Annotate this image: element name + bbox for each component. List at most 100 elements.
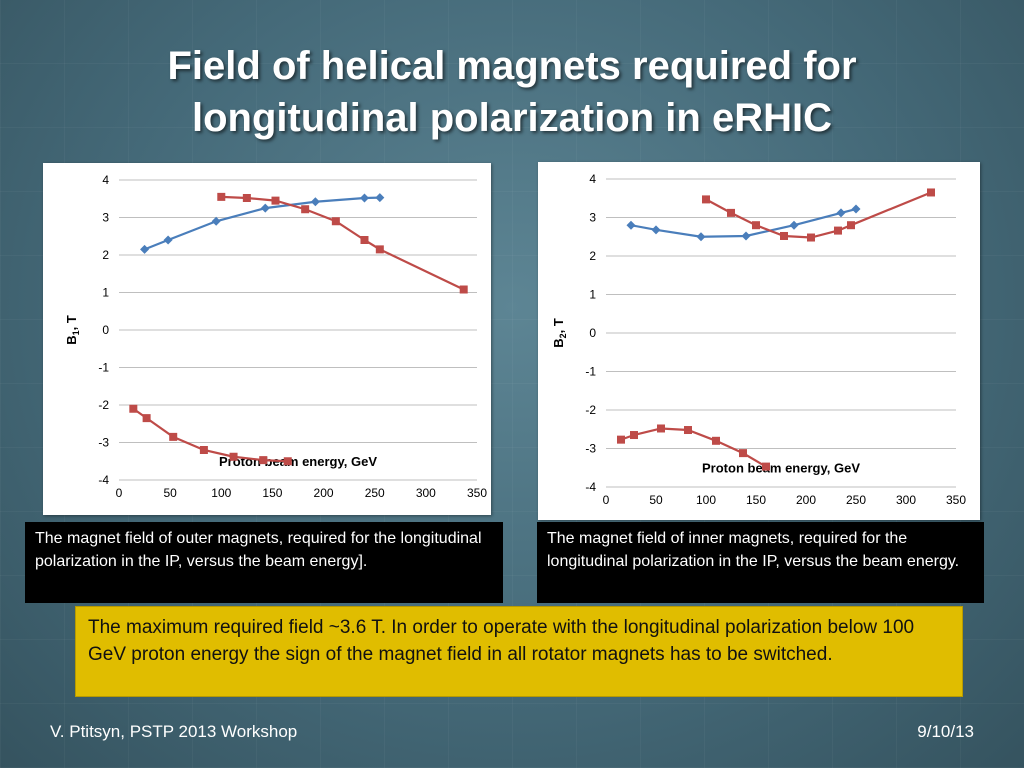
inner-magnet-caption: The magnet field of inner magnets, requi… <box>537 522 984 603</box>
outer-chart-ytick-label-3: 1 <box>102 286 109 300</box>
inner-chart-series-0-point-4 <box>789 220 799 230</box>
inner-chart-ytick-label-3: 1 <box>589 288 596 302</box>
inner-chart-series-1-point-7 <box>927 188 935 197</box>
title-line-1: Field of helical magnets required for <box>167 44 857 88</box>
inner-chart-series-1-point-3 <box>780 231 788 240</box>
inner-chart-ytick-label-7: -3 <box>585 442 596 456</box>
inner-chart-x-axis-label: Proton beam energy, GeV <box>702 460 860 475</box>
conclusion-note: The maximum required field ~3.6 T. In or… <box>75 606 963 697</box>
outer-chart-ytick-label-6: -2 <box>98 398 109 412</box>
outer-chart-series-1-point-7 <box>459 285 468 294</box>
outer-chart-series-2-point-1 <box>142 414 151 423</box>
title-line-2: longitudinal polarization in eRHIC <box>192 96 832 140</box>
inner-chart-series-2-point-4 <box>712 436 720 445</box>
inner-chart-y-axis-label-sub: 2 <box>558 333 568 338</box>
outer-chart-xtick-label-3: 150 <box>262 486 282 500</box>
inner-chart-series-1-point-4 <box>807 233 815 242</box>
outer-chart-xtick-label-7: 350 <box>467 486 487 500</box>
inner-chart-xtick-label-0: 0 <box>603 493 610 507</box>
outer-chart-series-2-point-0 <box>129 404 138 413</box>
outer-chart-y-axis-label-main: B <box>64 335 79 344</box>
inner-chart-ytick-label-2: 2 <box>589 249 596 263</box>
inner-chart-series-0-point-1 <box>651 225 661 235</box>
inner-magnet-chart: 4 3 2 1 0 -1 -2 -3 -4 0 50 100 150 200 250 300 350 Proton… <box>538 162 980 520</box>
inner-chart-series-1-point-5 <box>834 226 842 235</box>
inner-chart-series-2-point-3 <box>684 426 692 435</box>
outer-chart-xtick-label-1: 50 <box>163 486 177 500</box>
outer-chart-y-axis-label-suffix: , T <box>64 315 79 330</box>
inner-chart-ytick-label-6: -2 <box>585 403 596 417</box>
outer-chart-series-1-point-4 <box>331 217 340 226</box>
outer-chart-ytick-label-1: 3 <box>102 211 109 225</box>
inner-chart-y-axis-label: B2, T <box>551 318 568 348</box>
inner-chart-series-2-point-6 <box>762 462 770 471</box>
outer-chart-series-2-point-2 <box>169 432 178 441</box>
inner-chart-series-2-point-1 <box>630 431 638 440</box>
outer-chart-xtick-label-5: 250 <box>365 486 385 500</box>
outer-chart-series-2-point-6 <box>283 457 292 466</box>
inner-chart-series-1-line <box>705 191 932 239</box>
inner-chart-series-0-point-3 <box>741 231 751 241</box>
outer-chart-y-axis-label-sub: 1 <box>71 330 81 335</box>
outer-chart-ytick-label-8: -4 <box>98 473 109 487</box>
outer-chart-series-1-point-6 <box>375 245 384 254</box>
outer-chart-series-0-point-3 <box>260 203 270 213</box>
inner-chart-xtick-label-5: 250 <box>846 493 866 507</box>
inner-chart-series-2-point-2 <box>657 424 665 433</box>
outer-chart-x-axis-label: Proton beam energy, GeV <box>219 454 377 469</box>
inner-chart-y-axis-label-main: B <box>551 338 566 347</box>
outer-chart-xtick-label-4: 200 <box>314 486 334 500</box>
outer-chart-series-2-point-5 <box>259 456 268 465</box>
outer-chart-ytick-label-5: -1 <box>98 361 109 375</box>
outer-magnet-caption: The magnet field of outer magnets, requi… <box>25 522 503 603</box>
outer-chart-series-0-point-5 <box>359 193 369 203</box>
outer-chart-series-2-point-3 <box>199 446 208 454</box>
inner-chart-series-0-line <box>630 207 857 238</box>
inner-chart-ytick-label-0: 4 <box>589 172 596 186</box>
footer-author: V. Ptitsyn, PSTP 2013 Workshop <box>50 722 298 741</box>
outer-chart-series-0-point-1 <box>163 235 173 245</box>
inner-chart-series-2-point-0 <box>617 435 625 444</box>
outer-chart-series-1-point-3 <box>301 205 310 214</box>
outer-chart-xtick-label-2: 100 <box>211 486 231 500</box>
outer-chart-series-0-point-2 <box>211 216 221 226</box>
inner-chart-xtick-label-6: 300 <box>896 493 916 507</box>
inner-magnet-chart-svg: 4 3 2 1 0 -1 -2 -3 -4 0 50 100 150 200 250 300 350 Proton… <box>551 172 966 507</box>
inner-chart-series-0-point-5 <box>836 208 846 218</box>
inner-chart-series-1-point-1 <box>727 208 735 217</box>
inner-chart-series-1-point-0 <box>702 195 710 204</box>
inner-chart-xtick-label-2: 100 <box>696 493 716 507</box>
outer-chart-series-0-point-0 <box>140 244 150 254</box>
outer-chart-ytick-label-0: 4 <box>102 173 109 187</box>
outer-chart-series-0-point-6 <box>375 193 385 203</box>
footer-date: 9/10/13 <box>917 722 974 741</box>
outer-chart-series-1-point-5 <box>360 236 369 244</box>
outer-chart-series-2-point-4 <box>229 452 238 461</box>
inner-chart-series-1-point-6 <box>847 221 855 230</box>
outer-chart-series-1-point-1 <box>242 194 251 202</box>
outer-chart-ytick-label-4: 0 <box>102 323 109 337</box>
outer-chart-ytick-label-2: 2 <box>102 248 109 262</box>
inner-chart-ytick-label-1: 3 <box>589 211 596 225</box>
inner-chart-series-2-point-5 <box>739 449 747 458</box>
inner-chart-xtick-label-4: 200 <box>796 493 816 507</box>
outer-chart-series-1-point-0 <box>217 192 226 201</box>
outer-chart-y-axis-label: B1, T <box>64 315 81 345</box>
slide-title: Field of helical magnets required for lo… <box>60 40 964 144</box>
inner-chart-xtick-label-7: 350 <box>946 493 966 507</box>
outer-chart-xtick-label-0: 0 <box>116 486 123 500</box>
outer-chart-series-0-point-4 <box>310 197 320 207</box>
outer-chart-ytick-label-7: -3 <box>98 436 109 450</box>
inner-chart-ytick-label-5: -1 <box>585 365 596 379</box>
outer-chart-series-0-line <box>144 196 380 251</box>
outer-magnet-chart: 4 3 2 1 0 -1 -2 -3 -4 0 50 100 150 200 250 300 350 Proton… <box>43 163 491 515</box>
inner-chart-series-0-point-6 <box>851 204 861 214</box>
outer-magnet-chart-svg: 4 3 2 1 0 -1 -2 -3 -4 0 50 100 150 200 250 300 350 Proton… <box>64 173 487 500</box>
inner-chart-series-1-point-2 <box>752 221 760 230</box>
outer-chart-xtick-label-6: 300 <box>416 486 436 500</box>
inner-chart-y-axis-label-suffix: , T <box>551 318 566 333</box>
inner-chart-xtick-label-1: 50 <box>649 493 663 507</box>
inner-chart-series-0-point-0 <box>626 220 636 230</box>
inner-chart-xtick-label-3: 150 <box>746 493 766 507</box>
inner-chart-ytick-label-8: -4 <box>585 480 596 494</box>
